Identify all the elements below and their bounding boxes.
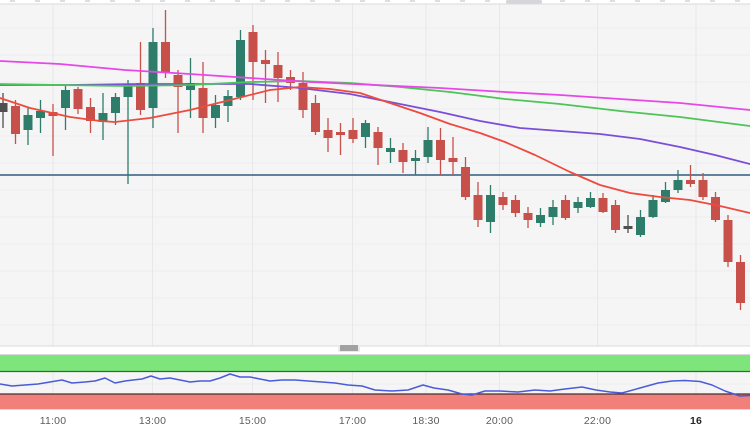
time-axis-label: 18:30 bbox=[412, 415, 440, 427]
panel-divider-handle-icon[interactable] bbox=[338, 344, 360, 352]
time-axis-label: 16 bbox=[689, 415, 703, 427]
oversold-band bbox=[0, 394, 750, 409]
oscillator-line[interactable] bbox=[0, 373, 750, 397]
overbought-band bbox=[0, 355, 750, 372]
top-edge-artifacts bbox=[0, 0, 750, 5]
line-ma-magenta[interactable] bbox=[0, 60, 750, 111]
time-axis-label: 20:00 bbox=[485, 415, 514, 427]
time-axis-label: 11:00 bbox=[39, 415, 67, 427]
time-axis-label: 13:00 bbox=[138, 415, 167, 427]
time-axis-label: 15:00 bbox=[238, 415, 267, 427]
price-panel-hgrid bbox=[0, 27, 750, 326]
panel-borders bbox=[0, 345, 750, 410]
time-axis-label: 17:00 bbox=[338, 415, 367, 427]
line-ma-purple[interactable] bbox=[0, 83, 750, 165]
time-axis-label: 22:00 bbox=[583, 415, 612, 427]
indicator-bands bbox=[0, 355, 750, 409]
line-ma-red[interactable] bbox=[0, 86, 750, 214]
